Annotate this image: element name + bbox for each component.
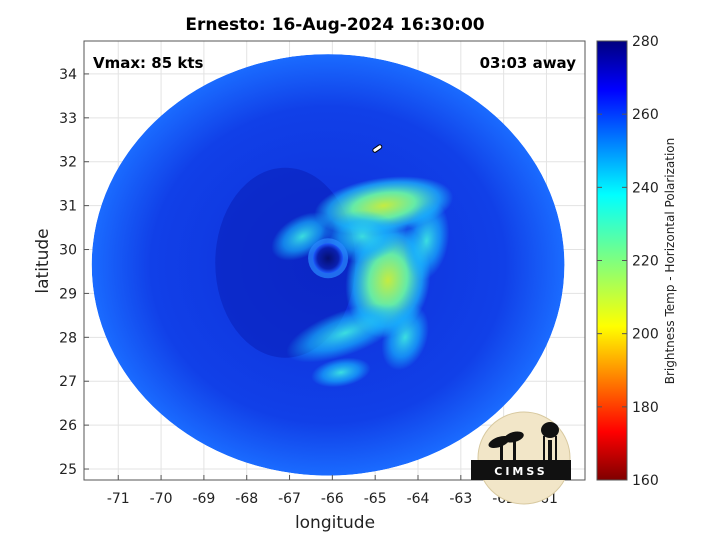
satellite-dish-icon [488,431,524,460]
water-tower-icon [541,422,559,462]
y-axis-label: latitude [33,228,53,293]
colorbar-tick-label: 220 [632,254,659,270]
rainband [403,201,450,281]
y-tick-label: 33 [59,111,77,127]
y-tick-label: 27 [59,374,77,390]
vmax-annotation: Vmax: 85 kts [93,54,203,72]
y-axis: 34 33 32 31 30 29 28 27 26 25 [59,67,89,478]
x-tick-label: -70 [150,491,173,507]
x-tick-label: -69 [192,491,215,507]
x-tick-label: -64 [407,491,430,507]
cimss-logo: CIMSS [471,411,571,505]
y-tick-label: 34 [59,67,77,83]
x-tick-label: -66 [321,491,344,507]
microwave-swath [91,54,565,476]
y-tick-label: 32 [59,155,77,171]
y-tick-label: 30 [59,243,77,259]
y-tick-label: 26 [59,418,77,434]
y-tick-label: 31 [59,199,77,215]
x-tick-label: -67 [278,491,301,507]
logo-text: CIMSS [494,465,547,478]
y-tick-label: 28 [59,330,77,346]
x-tick-label: -65 [364,491,387,507]
rainband [311,357,371,388]
y-tick-label: 25 [59,462,77,478]
chart-title: Ernesto: 16-Aug-2024 16:30:00 [185,15,484,35]
colorbar-tick-label: 160 [632,473,659,489]
colorbar-tick-label: 260 [632,107,659,123]
colorbar-tick-label: 200 [632,327,659,343]
x-tick-label: -63 [449,491,472,507]
colorbar-ticks: 280 260 240 220 200 180 160 [597,34,659,489]
rainband [286,303,404,363]
rainband [381,304,429,371]
x-tick-label: -68 [235,491,258,507]
center-marker [372,144,383,153]
colorbar-tick-label: 180 [632,400,659,416]
x-axis: -71-70-69-68-67-66-65-64-63-62-61 [107,475,558,507]
colorbar-tick-label: 240 [632,180,659,196]
colorbar-tick-label: 280 [632,34,659,50]
colorbar-label: Brightness Temp - Horizontal Polarizatio… [663,138,677,385]
y-tick-label: 29 [59,286,77,302]
x-tick-label: -71 [107,491,130,507]
x-axis-label: longitude [295,513,375,533]
plot-frame [83,40,586,481]
storm-eye [313,243,344,274]
time-away-annotation: 03:03 away [480,54,577,72]
